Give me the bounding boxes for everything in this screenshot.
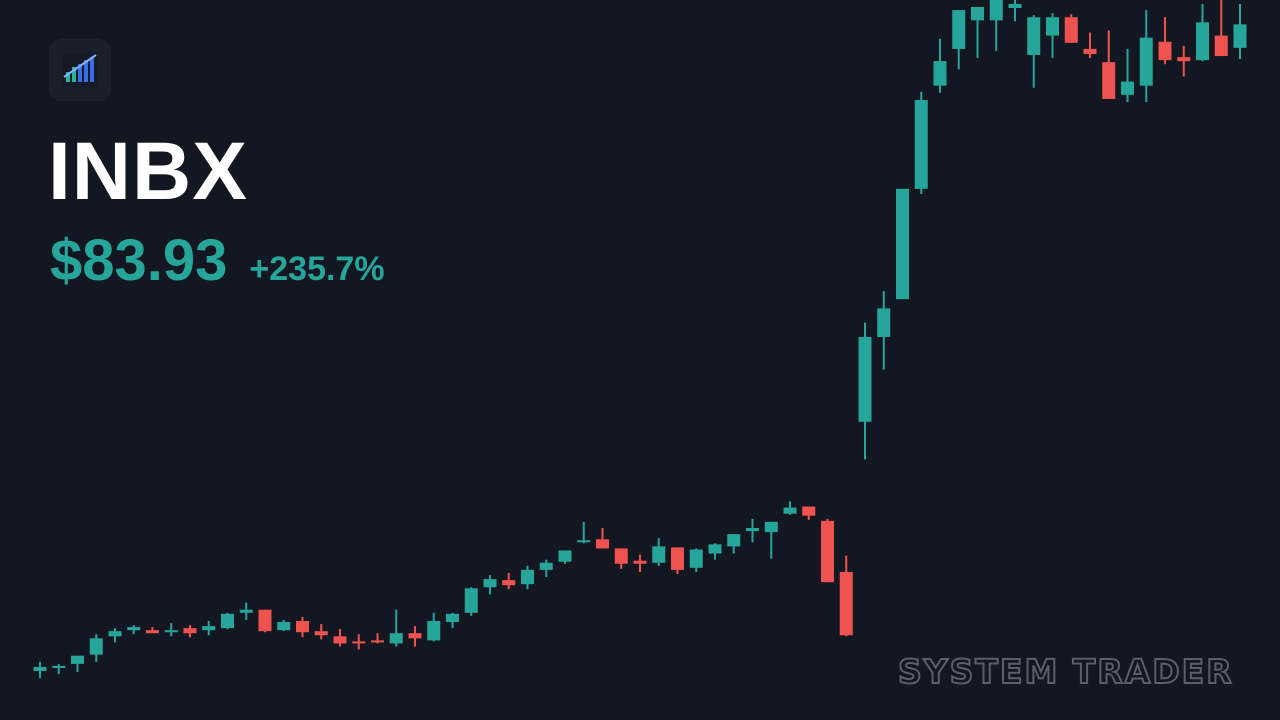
candle bbox=[521, 565, 534, 590]
candle bbox=[1196, 3, 1209, 62]
price-row: $83.93 +235.7% bbox=[50, 228, 385, 294]
candle bbox=[952, 10, 966, 70]
candle bbox=[1158, 17, 1172, 65]
candle bbox=[483, 574, 497, 595]
candle bbox=[746, 518, 759, 543]
candle bbox=[502, 572, 516, 590]
candle bbox=[596, 528, 609, 549]
candle bbox=[1139, 10, 1153, 103]
candle bbox=[539, 559, 553, 578]
candle bbox=[1027, 15, 1041, 88]
candle bbox=[933, 38, 947, 93]
candle bbox=[614, 548, 628, 569]
candle bbox=[427, 612, 441, 642]
candle bbox=[464, 587, 478, 616]
candle bbox=[221, 612, 234, 630]
candle bbox=[839, 555, 853, 637]
candle bbox=[1008, 0, 1022, 22]
candle bbox=[33, 661, 47, 679]
candle bbox=[877, 291, 891, 370]
candle bbox=[633, 554, 647, 572]
candle bbox=[914, 91, 928, 194]
candle bbox=[652, 538, 666, 566]
current-price: $83.93 bbox=[50, 228, 228, 293]
candle bbox=[1083, 32, 1097, 59]
candle bbox=[727, 534, 741, 554]
app-logo bbox=[50, 40, 110, 100]
candle bbox=[989, 0, 1003, 51]
candle bbox=[333, 629, 347, 647]
candle bbox=[764, 521, 778, 559]
candle bbox=[371, 633, 384, 644]
candle bbox=[314, 624, 328, 640]
candle bbox=[277, 619, 291, 632]
candle bbox=[671, 547, 684, 574]
candle bbox=[89, 634, 103, 662]
candle bbox=[296, 616, 309, 638]
candle bbox=[783, 501, 797, 515]
candle bbox=[708, 543, 722, 560]
candle bbox=[858, 322, 872, 460]
candle bbox=[558, 550, 572, 564]
candle bbox=[108, 628, 122, 643]
candle bbox=[577, 521, 591, 544]
percent-change: +235.7% bbox=[249, 250, 385, 288]
candle bbox=[802, 506, 816, 520]
watermark-text: SYSTEM TRADER bbox=[897, 651, 1234, 692]
candle bbox=[258, 609, 272, 633]
candle bbox=[1102, 30, 1116, 99]
candle bbox=[896, 188, 909, 300]
candle bbox=[1177, 45, 1191, 77]
candle bbox=[1214, 0, 1228, 57]
candle bbox=[1064, 14, 1078, 43]
candle bbox=[52, 663, 66, 675]
candle bbox=[446, 612, 459, 629]
candle bbox=[821, 518, 834, 583]
candle bbox=[1046, 13, 1059, 59]
candle bbox=[408, 626, 422, 647]
candle bbox=[183, 625, 197, 638]
ticker-symbol: INBX bbox=[48, 126, 248, 217]
candle bbox=[389, 609, 403, 647]
candle bbox=[1233, 3, 1247, 60]
candle bbox=[71, 655, 84, 673]
candle bbox=[1121, 48, 1134, 103]
bar-chart-trend-icon bbox=[63, 53, 97, 87]
candle bbox=[239, 602, 253, 620]
candle bbox=[202, 620, 216, 636]
candle bbox=[127, 625, 141, 635]
candle bbox=[164, 623, 178, 637]
candle bbox=[971, 7, 984, 59]
candle bbox=[352, 634, 366, 650]
candle bbox=[146, 627, 159, 634]
candle bbox=[689, 548, 703, 572]
